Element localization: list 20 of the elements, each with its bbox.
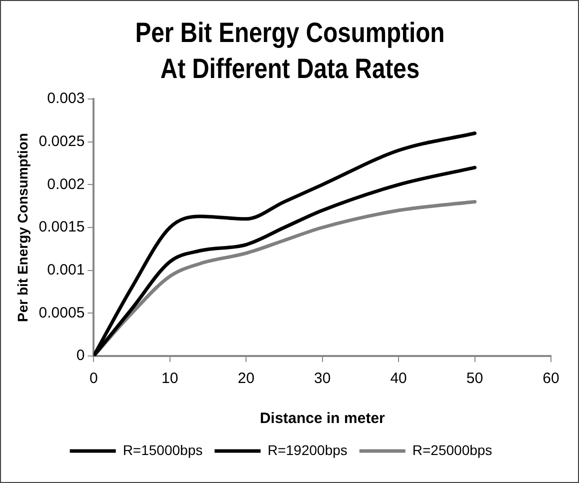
y-tick-label: 0.0005 bbox=[38, 304, 85, 322]
y-axis-title: Per bit Energy Consumption bbox=[14, 132, 30, 322]
x-tick-label: 10 bbox=[162, 370, 178, 388]
x-axis-title: Distance in meter bbox=[260, 410, 386, 428]
legend-label: R=15000bps bbox=[122, 442, 203, 458]
x-tick-label: 50 bbox=[466, 370, 484, 388]
x-tick-label: 30 bbox=[314, 370, 331, 388]
y-tick-label: 0.0025 bbox=[38, 132, 85, 150]
x-tick-label: 40 bbox=[390, 370, 407, 388]
chart-title: Per Bit Energy Cosumption At Different Data Rates bbox=[134, 16, 446, 86]
legend-label: R=19200bps bbox=[268, 442, 348, 458]
y-tick-label: 0.003 bbox=[47, 90, 85, 108]
x-tick-label: 20 bbox=[238, 370, 254, 388]
y-tick-label: 0.001 bbox=[47, 261, 85, 278]
y-tick-label: 0 bbox=[76, 347, 85, 364]
y-tick-label: 0.002 bbox=[47, 176, 85, 193]
x-tick-label: 60 bbox=[542, 370, 560, 388]
x-tick-label: 0 bbox=[90, 370, 98, 388]
y-tick-label: 0.0015 bbox=[38, 218, 85, 236]
legend-label: R=25000bps bbox=[412, 442, 492, 458]
